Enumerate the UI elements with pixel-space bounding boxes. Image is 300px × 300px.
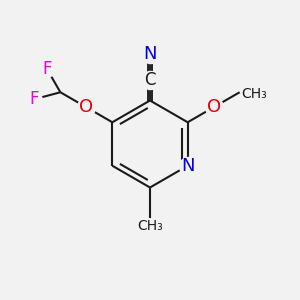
Text: N: N <box>143 45 157 63</box>
Text: O: O <box>79 98 93 116</box>
Text: F: F <box>29 90 39 108</box>
Text: F: F <box>42 60 52 78</box>
Text: N: N <box>181 157 194 175</box>
Text: CH₃: CH₃ <box>137 219 163 233</box>
Text: O: O <box>207 98 221 116</box>
Text: C: C <box>144 70 156 88</box>
Text: CH₃: CH₃ <box>242 87 267 101</box>
